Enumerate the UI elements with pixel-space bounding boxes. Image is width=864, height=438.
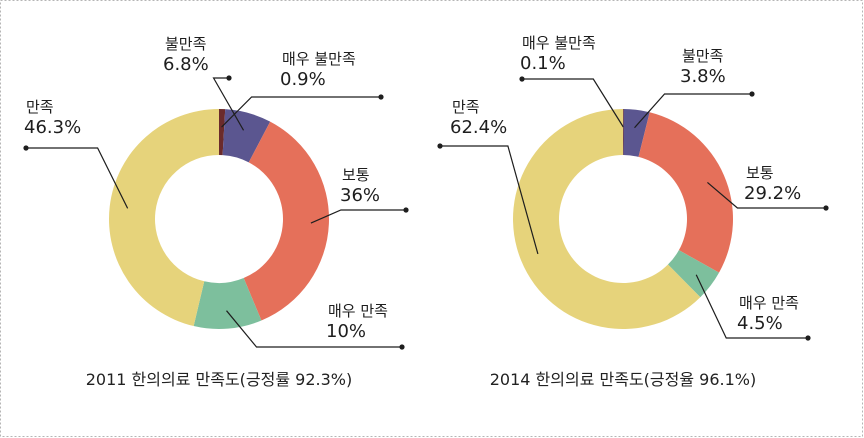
leader-line-satisfied-2014 (440, 145, 539, 255)
chart-title-2014: 2014 한의의료 만족도(긍정율 96.1%) (490, 370, 757, 389)
label-value-neutral-2011: 36% (340, 185, 380, 206)
label-value-dissatisfied-2011: 6.8% (163, 54, 209, 75)
slice-satisfied-2014 (512, 109, 701, 330)
label-name-dissatisfied-2014: 불만족 (682, 47, 724, 65)
label-value-satisfied-2014: 62.4% (450, 117, 507, 138)
label-name-very-satisfied-2011: 매우 만족 (328, 302, 388, 320)
slice-very-satisfied-2011 (193, 278, 262, 329)
slice-neutral-2014 (638, 112, 733, 273)
label-name-satisfied-2011: 만족 (26, 98, 54, 116)
leader-dot-very-satisfied-2014 (805, 335, 811, 341)
slice-dissatisfied-2011 (222, 109, 271, 163)
leader-line-neutral-2014 (707, 182, 826, 209)
label-name-neutral-2011: 보통 (342, 166, 370, 184)
label-value-dissatisfied-2014: 3.8% (680, 66, 726, 87)
leader-line-dissatisfied-2014 (634, 93, 752, 129)
leader-dot-dissatisfied-2014 (749, 91, 755, 97)
label-name-very-satisfied-2014: 매우 만족 (739, 294, 799, 312)
label-name-very-dissatisfied-2011: 매우 불만족 (282, 50, 356, 68)
leader-dot-very-dissatisfied-2011 (378, 94, 384, 100)
label-value-satisfied-2011: 46.3% (24, 117, 81, 138)
label-value-very-satisfied-2011: 10% (326, 321, 366, 342)
leader-line-dissatisfied-2011 (212, 77, 245, 131)
label-name-satisfied-2014: 만족 (452, 98, 480, 116)
label-name-very-dissatisfied-2014: 매우 불만족 (522, 34, 596, 52)
leader-line-very-satisfied-2011 (226, 310, 402, 348)
leader-dot-dissatisfied-2011 (226, 75, 232, 81)
slice-very-dissatisfied-2011 (219, 109, 226, 156)
leader-line-very-dissatisfied-2014 (522, 78, 624, 128)
leader-line-satisfied-2011 (26, 147, 129, 209)
label-name-neutral-2014: 보통 (746, 164, 774, 182)
label-value-very-satisfied-2014: 4.5% (737, 313, 783, 334)
leader-dot-satisfied-2014 (437, 143, 443, 149)
leader-line-very-dissatisfied-2011 (221, 96, 381, 128)
leader-dot-satisfied-2011 (23, 145, 29, 151)
chart-title-2011: 2011 한의의료 만족도(긍정률 92.3%) (86, 370, 353, 389)
leader-line-neutral-2011 (310, 209, 406, 224)
leader-dot-very-satisfied-2011 (399, 344, 405, 350)
leader-dot-neutral-2011 (403, 207, 409, 213)
label-value-very-dissatisfied-2014: 0.1% (520, 53, 566, 74)
label-value-very-dissatisfied-2011: 0.9% (280, 69, 326, 90)
label-value-neutral-2014: 29.2% (744, 183, 801, 204)
leader-dot-neutral-2014 (823, 205, 829, 211)
slice-neutral-2011 (243, 121, 329, 321)
slice-dissatisfied-2014 (623, 109, 650, 157)
label-name-dissatisfied-2011: 불만족 (165, 35, 207, 53)
slice-satisfied-2011 (109, 109, 219, 327)
leader-dot-very-dissatisfied-2014 (519, 76, 525, 82)
slice-very-satisfied-2014 (667, 250, 720, 298)
slice-very-dissatisfied-2014 (623, 109, 624, 156)
leader-line-very-satisfied-2014 (695, 274, 808, 339)
